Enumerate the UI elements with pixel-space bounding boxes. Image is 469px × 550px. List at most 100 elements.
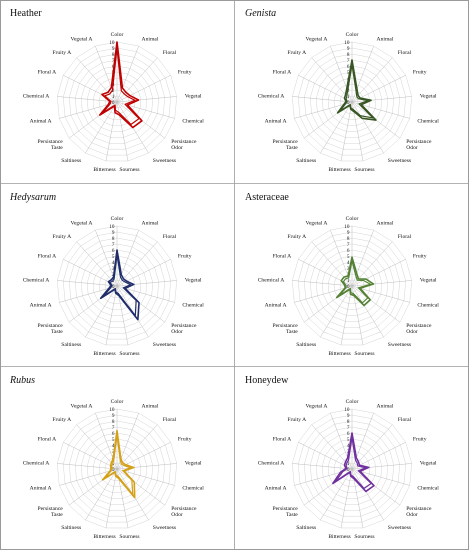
axis-label-floral-a: Floral A [273,254,292,260]
series-line-1 [332,432,375,493]
grid-ring [303,420,401,517]
grid-ring [321,255,383,316]
axis-spoke [292,280,353,287]
axis-label-persistance-odor: Persistance Odor [406,139,432,151]
grid-ring [92,77,142,126]
axis-label-color: Color [346,399,359,405]
axis-label-animal-a: Animal A [265,119,287,125]
axis-spoke [116,424,158,470]
axis-label-saltiness: Saltiness [61,158,81,164]
scale-tick-label: 9 [347,46,350,52]
scale-tick-label: 3 [347,266,350,272]
axis-label-persistance-odor: Persistance Odor [171,323,197,335]
axis-label-saltiness: Saltiness [296,525,316,531]
grid-ring [292,408,412,529]
panel-title: Hedysarum [9,192,56,203]
axis-label-floral: Floral [163,234,177,240]
grid-ring [74,243,160,328]
axis-label-floral: Floral [398,234,412,240]
axis-label-floral: Floral [398,417,412,423]
scale-tick-label: 0 [347,467,350,473]
axis-label-chemical: Chemical [417,119,439,125]
panel-title: Genista [245,8,276,19]
axis-spoke [292,463,353,470]
axis-label-fruity-a: Fruity A [52,417,71,423]
axis-spoke [351,468,384,521]
grid-ring [62,47,172,156]
axis-spoke [298,442,353,470]
scale-tick-label: 1 [347,461,350,467]
grid-ring [80,249,154,322]
axis-spoke [57,96,118,103]
scale-tick-label: 8 [112,419,115,425]
axis-label-animal-a: Animal A [265,303,287,309]
axis-label-sweetness: Sweetness [153,342,176,348]
axis-spoke [59,285,118,303]
panel-title: Asteraceae [245,192,289,203]
grid-ring [74,426,160,511]
scale-tick-label: 4 [112,443,115,449]
radar-panel-genista: Genista Color Animal Floral Fruity Vegetal Che… [245,8,439,173]
axis-label-fruity: Fruity [413,437,427,443]
axis-label-vegetal: Vegetal [420,461,437,467]
scale-tick-label: 5 [347,437,350,443]
axis-spoke [116,468,166,506]
axis-label-animal-a: Animal A [30,119,52,125]
grid-ring [297,47,407,156]
axis-label-sweetness: Sweetness [153,158,176,164]
grid-ring [57,225,177,346]
grid-ring [339,456,365,482]
axis-label-vegetal-a: Vegetal A [306,37,328,43]
axis-label-bitterness: Bitterness [93,534,115,540]
grid-ring [68,237,166,334]
axis-spoke [351,285,410,303]
grid-ring [57,408,177,529]
axis-label-sourness: Sourness [354,167,374,173]
axis-label-vegetal-a: Vegetal A [306,404,328,410]
grid-ring [315,249,389,322]
axis-label-chemical: Chemical [182,303,204,309]
grid-ring [297,231,407,340]
radar-panel-heather: Heather Color Animal Floral Fruity Vegetal Che… [10,8,204,173]
axis-label-persistance-odor: Persistance Odor [406,323,432,335]
axis-label-sweetness: Sweetness [388,342,411,348]
axis-label-saltiness: Saltiness [296,342,316,348]
axis-label-persistance-taste: Persistance Taste [273,323,299,335]
axis-label-saltiness: Saltiness [61,525,81,531]
scale-tick-label: 8 [347,419,350,425]
axis-label-sourness: Sourness [119,534,139,540]
axis-label-floral: Floral [398,50,412,56]
axis-label-animal: Animal [377,404,394,410]
axis-spoke [294,285,353,303]
axis-spoke [292,96,353,103]
axis-label-color: Color [346,32,359,38]
scale-tick-label: 0 [112,467,115,473]
axis-label-animal: Animal [142,404,159,410]
scale-tick-label: 10 [344,407,350,413]
scale-tick-label: 7 [347,242,350,248]
series-line-2 [338,260,372,304]
axis-spoke [68,101,118,139]
grid-ring [333,267,371,304]
axis-label-persistance-taste: Persistance Taste [38,139,64,151]
grid-ring [104,456,130,482]
axis-spoke [351,285,401,323]
axis-spoke [76,424,118,470]
grid-ring [327,77,377,126]
axis-label-sourness: Sourness [354,351,374,357]
axis-label-chemical-a: Chemical A [23,94,50,100]
axis-label-vegetal-a: Vegetal A [71,37,93,43]
axis-spoke [85,285,118,338]
axis-label-bitterness: Bitterness [93,351,115,357]
axis-label-vegetal: Vegetal [185,278,202,284]
scale-tick-label: 2 [112,88,115,94]
axis-spoke [320,285,353,338]
grid-ring [68,53,166,150]
radar-panel-rubus: Rubus Color Animal Floral Fruity Vegetal Chemi… [9,375,204,540]
scale-tick-label: 4 [112,260,115,266]
scale-tick-label: 4 [347,443,350,449]
axis-spoke [351,45,374,103]
scale-tick-label: 5 [347,254,350,260]
axis-label-vegetal: Vegetal [185,94,202,100]
